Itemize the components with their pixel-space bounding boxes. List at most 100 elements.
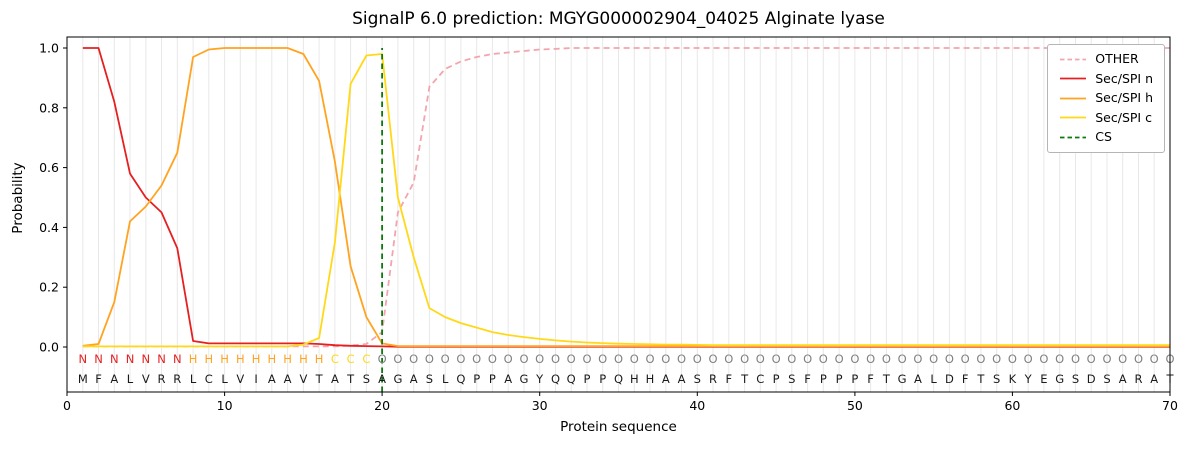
svg-text:O: O [1102, 352, 1111, 366]
svg-text:L: L [930, 372, 937, 386]
svg-text:S: S [1103, 372, 1110, 386]
svg-text:H: H [189, 352, 198, 366]
svg-text:P: P [836, 372, 843, 386]
legend-label-other: OTHER [1095, 51, 1139, 66]
svg-text:T: T [315, 372, 324, 386]
legend-line-sample-cs [1060, 136, 1087, 139]
svg-text:C: C [362, 352, 370, 366]
svg-text:O: O [898, 352, 907, 366]
svg-text:O: O [1008, 352, 1017, 366]
svg-text:P: P [473, 372, 480, 386]
legend-item-sec-spi-c: Sec/SPI c [1059, 109, 1153, 125]
svg-text:P: P [851, 372, 858, 386]
svg-text:O: O [425, 352, 434, 366]
svg-text:F: F [725, 372, 732, 386]
svg-text:70: 70 [1162, 398, 1178, 413]
legend-label-sec-spi-h: Sec/SPI h [1095, 90, 1153, 105]
svg-text:O: O [1055, 352, 1064, 366]
svg-text:S: S [426, 372, 433, 386]
svg-text:I: I [254, 372, 257, 386]
legend-line-sample-sec-spi-n [1060, 77, 1087, 80]
svg-text:A: A [504, 372, 512, 386]
svg-text:O: O [551, 352, 560, 366]
svg-text:O: O [441, 352, 450, 366]
svg-text:O: O [519, 352, 528, 366]
svg-text:R: R [709, 372, 717, 386]
svg-text:Q: Q [567, 372, 576, 386]
svg-text:O: O [677, 352, 686, 366]
svg-text:C: C [205, 372, 213, 386]
svg-text:10: 10 [217, 398, 233, 413]
legend-line-sample-sec-spi-h [1060, 97, 1087, 100]
y-axis-label: Probability [10, 162, 26, 234]
svg-text:O: O [598, 352, 607, 366]
svg-text:H: H [220, 352, 229, 366]
svg-text:O: O [535, 352, 544, 366]
x-axis-ticks: 0 10 20 30 40 50 60 70 [63, 392, 1178, 413]
svg-text:20: 20 [374, 398, 390, 413]
svg-text:O: O [945, 352, 954, 366]
series-line-sec-spi-h [82, 47, 1170, 348]
svg-text:A: A [331, 372, 339, 386]
gridlines [82, 37, 1171, 392]
svg-text:N: N [94, 352, 103, 366]
svg-text:Y: Y [1024, 372, 1033, 386]
svg-text:O: O [645, 352, 654, 366]
svg-text:C: C [756, 372, 764, 386]
svg-text:O: O [630, 352, 639, 366]
svg-text:L: L [127, 372, 134, 386]
svg-text:H: H [236, 352, 245, 366]
svg-text:0.4: 0.4 [39, 220, 59, 235]
svg-text:O: O [929, 352, 938, 366]
svg-text:Q: Q [614, 372, 623, 386]
svg-text:H: H [252, 352, 261, 366]
svg-text:O: O [582, 352, 591, 366]
svg-text:H: H [283, 352, 292, 366]
svg-text:O: O [992, 352, 1001, 366]
series-line-sec-spi-c [82, 53, 1170, 348]
svg-text:O: O [456, 352, 465, 366]
svg-text:N: N [157, 352, 166, 366]
svg-text:H: H [630, 372, 639, 386]
svg-text:O: O [472, 352, 481, 366]
svg-text:50: 50 [847, 398, 863, 413]
svg-text:O: O [772, 352, 781, 366]
svg-text:N: N [110, 352, 119, 366]
svg-text:30: 30 [532, 398, 548, 413]
legend-label-sec-spi-c: Sec/SPI c [1095, 109, 1152, 125]
svg-text:O: O [803, 352, 812, 366]
svg-text:A: A [410, 372, 418, 386]
svg-text:A: A [1150, 372, 1158, 386]
svg-text:O: O [1118, 352, 1127, 366]
svg-text:O: O [708, 352, 717, 366]
svg-text:K: K [1009, 372, 1017, 386]
svg-text:0.8: 0.8 [39, 100, 59, 115]
svg-text:O: O [409, 352, 418, 366]
svg-text:S: S [1072, 372, 1079, 386]
svg-text:O: O [819, 352, 828, 366]
svg-text:P: P [489, 372, 496, 386]
svg-text:P: P [773, 372, 780, 386]
svg-text:V: V [299, 372, 307, 386]
svg-text:A: A [1119, 372, 1127, 386]
svg-text:T: T [882, 372, 891, 386]
svg-text:R: R [1135, 372, 1143, 386]
svg-text:O: O [393, 352, 402, 366]
svg-text:P: P [584, 372, 591, 386]
legend-item-cs: CS [1059, 130, 1153, 144]
svg-text:O: O [961, 352, 970, 366]
svg-text:L: L [221, 372, 228, 386]
svg-text:T: T [740, 372, 749, 386]
svg-text:F: F [867, 372, 874, 386]
svg-text:O: O [693, 352, 702, 366]
svg-text:F: F [804, 372, 811, 386]
svg-text:M: M [78, 372, 88, 386]
svg-text:N: N [141, 352, 150, 366]
svg-text:0.0: 0.0 [39, 340, 59, 355]
svg-text:N: N [78, 352, 87, 366]
legend-item-other: OTHER [1059, 51, 1153, 66]
